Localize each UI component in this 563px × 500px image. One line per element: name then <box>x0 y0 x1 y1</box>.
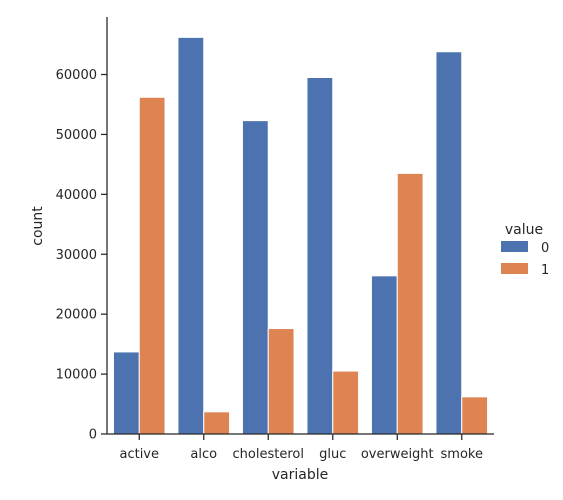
x-axis-label: variable <box>272 467 328 483</box>
y-tick-label: 30000 <box>56 248 97 263</box>
y-tick-label: 20000 <box>56 308 97 323</box>
bar-active-value-1 <box>138 96 166 435</box>
bar-gluc-value-1 <box>332 370 360 435</box>
legend-title: value <box>505 222 543 238</box>
legend-label-0: 0 <box>541 241 549 256</box>
legend-swatch-0 <box>501 241 528 252</box>
bar-overweight-value-1 <box>396 172 424 435</box>
y-tick-label: 10000 <box>56 368 97 383</box>
bars-group <box>112 36 489 435</box>
legend-swatch-1 <box>501 263 528 274</box>
bar-alco-value-0 <box>177 36 205 435</box>
legend-label-1: 1 <box>541 263 549 278</box>
bar-smoke-value-1 <box>461 396 489 435</box>
x-tick-label: cholesterol <box>233 447 304 462</box>
y-tick-label: 50000 <box>56 128 97 143</box>
y-axis-ticks: 0 10000 20000 30000 40000 50000 60000 <box>56 68 107 443</box>
bar-cholesterol-value-1 <box>267 328 295 435</box>
x-tick-label: active <box>119 447 159 462</box>
bar-alco-value-1 <box>203 411 231 435</box>
bar-overweight-value-0 <box>370 275 398 435</box>
bar-cholesterol-value-0 <box>241 120 269 435</box>
x-tick-label: gluc <box>319 447 346 462</box>
x-tick-label: alco <box>190 447 217 462</box>
bar-active-value-0 <box>112 351 140 435</box>
bar-smoke-value-0 <box>435 51 463 435</box>
y-tick-label: 60000 <box>56 68 97 83</box>
x-tick-label: smoke <box>441 447 483 462</box>
y-tick-label: 40000 <box>56 188 97 203</box>
y-axis-label: count <box>30 206 46 246</box>
legend: value 0 1 <box>501 222 549 278</box>
y-tick-label: 0 <box>89 428 97 443</box>
x-tick-label: overweight <box>361 447 434 462</box>
x-axis-ticks: active alco cholesterol gluc overweight smoke <box>119 434 483 462</box>
bar-gluc-value-0 <box>306 77 334 435</box>
